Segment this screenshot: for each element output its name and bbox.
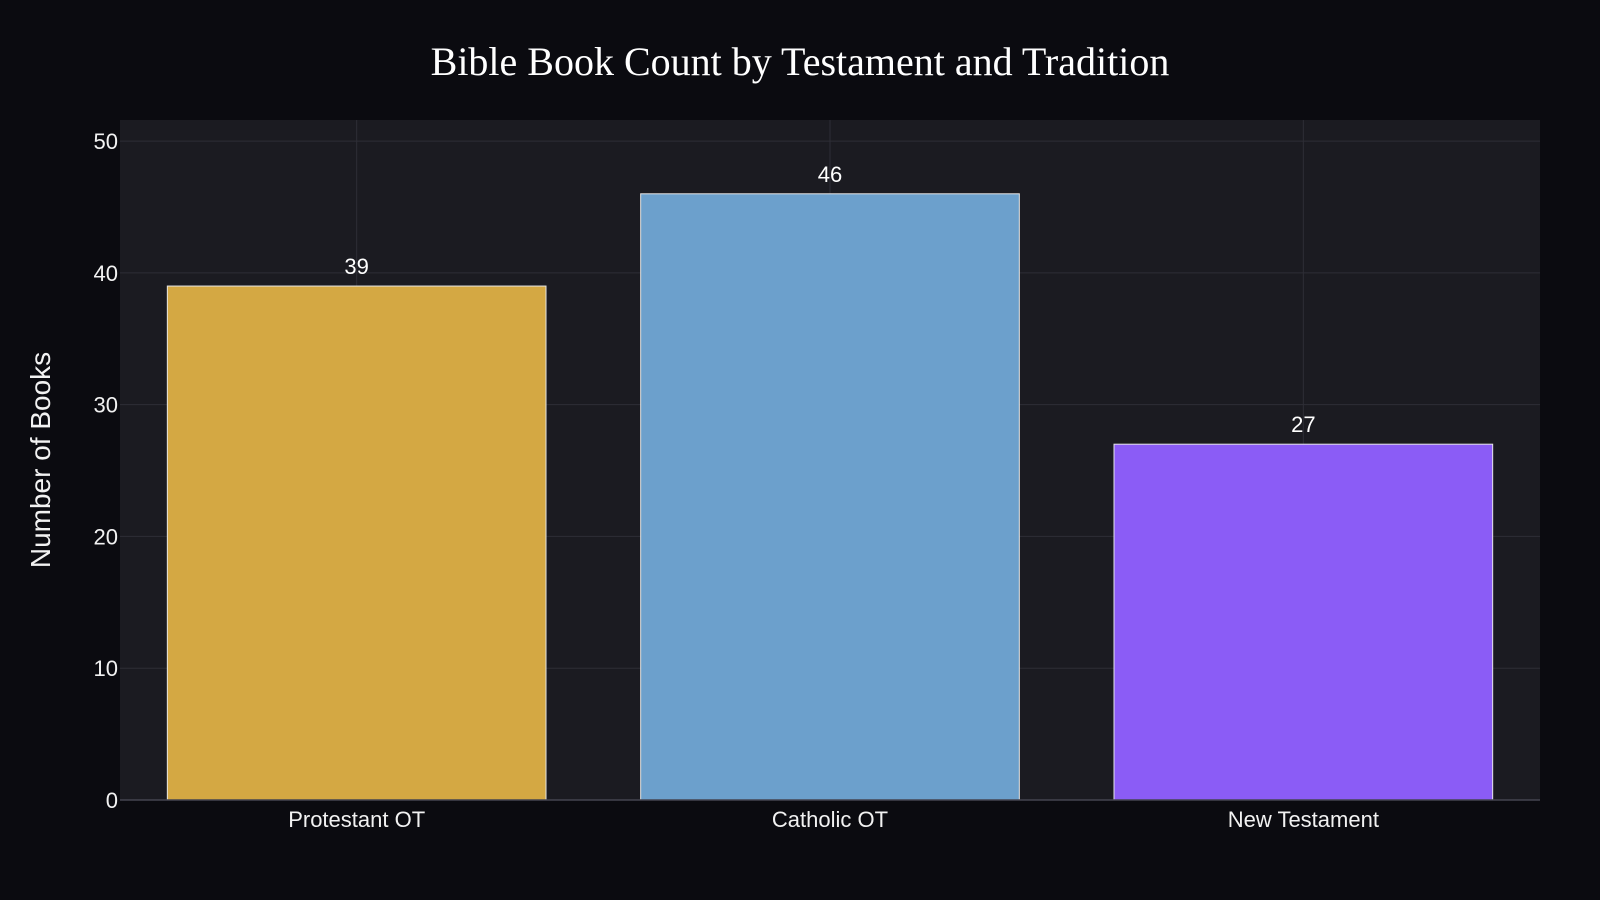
bars: 39 46 27 [166, 162, 1494, 801]
bar-new-testament [1113, 443, 1494, 801]
axes: 0 10 20 30 40 50 Protestant OT Catholic OT New T… [94, 129, 1540, 832]
y-tick-label: 0 [106, 788, 118, 813]
bar-value-label: 46 [818, 162, 842, 187]
bar-value-label: 39 [344, 254, 368, 279]
y-tick-label: 40 [94, 261, 118, 286]
y-tick-label: 30 [94, 393, 118, 418]
bar-catholic-ot [640, 193, 1020, 801]
y-tick-label: 50 [94, 129, 118, 154]
bar-protestant-ot [166, 285, 547, 801]
x-tick-label: Catholic OT [772, 807, 888, 832]
bar-value-label: 27 [1291, 412, 1315, 437]
chart-title: Bible Book Count by Testament and Tradit… [431, 39, 1170, 84]
y-axis-label: Number of Books [25, 352, 56, 568]
x-tick-label: New Testament [1228, 807, 1379, 832]
y-tick-label: 20 [94, 524, 118, 549]
x-tick-label: Protestant OT [288, 807, 425, 832]
y-tick-label: 10 [94, 656, 118, 681]
